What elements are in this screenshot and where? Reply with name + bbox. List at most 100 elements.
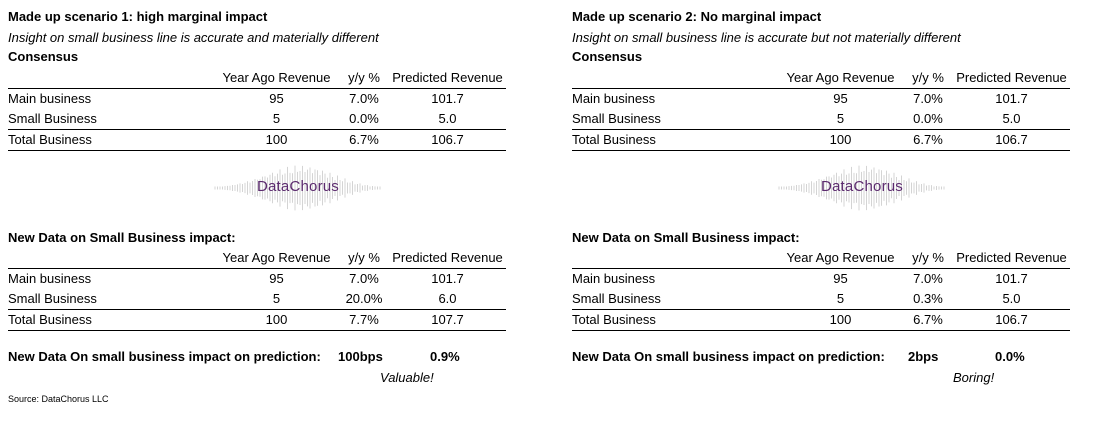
table-row: Small Business 5 0.3% 5.0 — [572, 289, 1070, 310]
cell-year-ago: 5 — [272, 111, 281, 126]
table-total-row: Total Business 100 7.7% 107.7 — [8, 309, 506, 331]
cell-yoy: 0.3% — [913, 291, 943, 306]
impact-label: New Data On small business impact on pre… — [572, 349, 885, 364]
datachorus-logo: DataChorus — [777, 160, 947, 216]
cell-predicted: 6.0 — [438, 291, 457, 306]
scenario-title: Made up scenario 1: high marginal impact — [8, 9, 268, 24]
cell-year-ago: 100 — [778, 129, 903, 151]
cell-yoy: 0.0% — [913, 111, 943, 126]
cell-year-ago: 95 — [214, 268, 339, 289]
header-cell — [572, 68, 778, 89]
header-cell: Predicted Revenue — [392, 70, 503, 85]
cell-yoy: 6.7% — [903, 129, 953, 151]
header-cell: Year Ago Revenue — [786, 250, 895, 265]
row-label: Main business — [8, 88, 214, 109]
logo-text: DataChorus — [256, 178, 340, 195]
row-label: Main business — [572, 88, 778, 109]
cell-yoy: 0.0% — [349, 111, 379, 126]
table-total-row: Total Business 100 6.7% 106.7 — [572, 129, 1070, 151]
header-cell: Predicted Revenue — [956, 70, 1067, 85]
soundwave-icon — [778, 165, 945, 211]
table-total-row: Total Business 100 6.7% 106.7 — [8, 129, 506, 151]
table-row: Small Business 5 20.0% 6.0 — [8, 289, 506, 310]
row-label: Total Business — [8, 129, 214, 151]
cell-predicted: 107.7 — [389, 309, 506, 331]
cell-year-ago: 5 — [836, 291, 845, 306]
cell-year-ago: 95 — [214, 88, 339, 109]
table-row: Main business 95 7.0% 101.7 — [8, 88, 506, 109]
table-row: Main business 95 7.0% 101.7 — [572, 88, 1070, 109]
header-cell: y/y % — [912, 70, 944, 85]
header-cell: Predicted Revenue — [392, 250, 503, 265]
scenario-1: Made up scenario 1: high marginal impact… — [8, 0, 528, 400]
table-row: Small Business 5 0.0% 5.0 — [8, 109, 506, 130]
consensus-label: Consensus — [572, 49, 643, 64]
cell-year-ago: 100 — [778, 309, 903, 331]
row-label: Main business — [572, 268, 778, 289]
cell-year-ago: 5 — [836, 111, 845, 126]
consensus-table: Year Ago Revenue y/y % Predicted Revenue… — [572, 68, 1070, 151]
header-cell: y/y % — [348, 250, 380, 265]
cell-predicted: 106.7 — [953, 309, 1070, 331]
impact-bps: 2bps — [908, 349, 939, 364]
cell-yoy: 7.0% — [339, 88, 389, 109]
cell-year-ago: 95 — [778, 268, 903, 289]
cell-yoy: 6.7% — [903, 309, 953, 331]
header-cell: Year Ago Revenue — [222, 250, 331, 265]
table-header-row: Year Ago Revenue y/y % Predicted Revenue — [8, 68, 506, 89]
cell-year-ago: 100 — [214, 309, 339, 331]
table-row: Main business 95 7.0% 101.7 — [572, 268, 1070, 289]
header-cell: Year Ago Revenue — [786, 70, 895, 85]
cell-yoy: 7.7% — [339, 309, 389, 331]
table-row: Small Business 5 0.0% 5.0 — [572, 109, 1070, 130]
logo-text: DataChorus — [820, 178, 904, 195]
table-header-row: Year Ago Revenue y/y % Predicted Revenue — [572, 248, 1070, 269]
row-label: Small Business — [8, 111, 97, 126]
impact-bps: 100bps — [338, 349, 383, 364]
header-cell: y/y % — [912, 250, 944, 265]
cell-yoy: 6.7% — [339, 129, 389, 151]
consensus-table: Year Ago Revenue y/y % Predicted Revenue… — [8, 68, 506, 151]
new-data-table: Year Ago Revenue y/y % Predicted Revenue… — [572, 248, 1070, 331]
header-cell — [8, 68, 214, 89]
verdict: Valuable! — [380, 370, 434, 385]
row-label: Total Business — [8, 309, 214, 331]
cell-year-ago: 100 — [214, 129, 339, 151]
row-label: Small Business — [572, 111, 661, 126]
cell-yoy: 7.0% — [339, 268, 389, 289]
cell-year-ago: 5 — [272, 291, 281, 306]
table-header-row: Year Ago Revenue y/y % Predicted Revenue — [8, 248, 506, 269]
cell-yoy: 20.0% — [345, 291, 383, 306]
consensus-label: Consensus — [8, 49, 79, 64]
cell-year-ago: 95 — [778, 88, 903, 109]
row-label: Total Business — [572, 309, 778, 331]
row-label: Total Business — [572, 129, 778, 151]
cell-predicted: 101.7 — [953, 268, 1070, 289]
cell-predicted: 5.0 — [1002, 111, 1021, 126]
header-cell — [572, 248, 778, 269]
impact-label: New Data On small business impact on pre… — [8, 349, 321, 364]
cell-predicted: 101.7 — [389, 268, 506, 289]
header-cell: y/y % — [348, 70, 380, 85]
table-row: Main business 95 7.0% 101.7 — [8, 268, 506, 289]
scenario-subtitle: Insight on small business line is accura… — [8, 30, 379, 45]
verdict: Boring! — [953, 370, 995, 385]
soundwave-icon — [214, 165, 381, 211]
cell-yoy: 7.0% — [903, 268, 953, 289]
header-cell — [8, 248, 214, 269]
cell-predicted: 101.7 — [953, 88, 1070, 109]
new-data-label: New Data on Small Business impact: — [572, 230, 800, 245]
scenario-title: Made up scenario 2: No marginal impact — [572, 9, 822, 24]
row-label: Small Business — [8, 291, 97, 306]
table-total-row: Total Business 100 6.7% 106.7 — [572, 309, 1070, 331]
scenario-subtitle: Insight on small business line is accura… — [572, 30, 961, 45]
datachorus-logo: DataChorus — [213, 160, 383, 216]
row-label: Small Business — [572, 291, 661, 306]
new-data-table: Year Ago Revenue y/y % Predicted Revenue… — [8, 248, 506, 331]
cell-predicted: 5.0 — [1002, 291, 1021, 306]
header-cell: Predicted Revenue — [956, 250, 1067, 265]
cell-yoy: 7.0% — [903, 88, 953, 109]
header-cell: Year Ago Revenue — [222, 70, 331, 85]
cell-predicted: 106.7 — [389, 129, 506, 151]
table-header-row: Year Ago Revenue y/y % Predicted Revenue — [572, 68, 1070, 89]
